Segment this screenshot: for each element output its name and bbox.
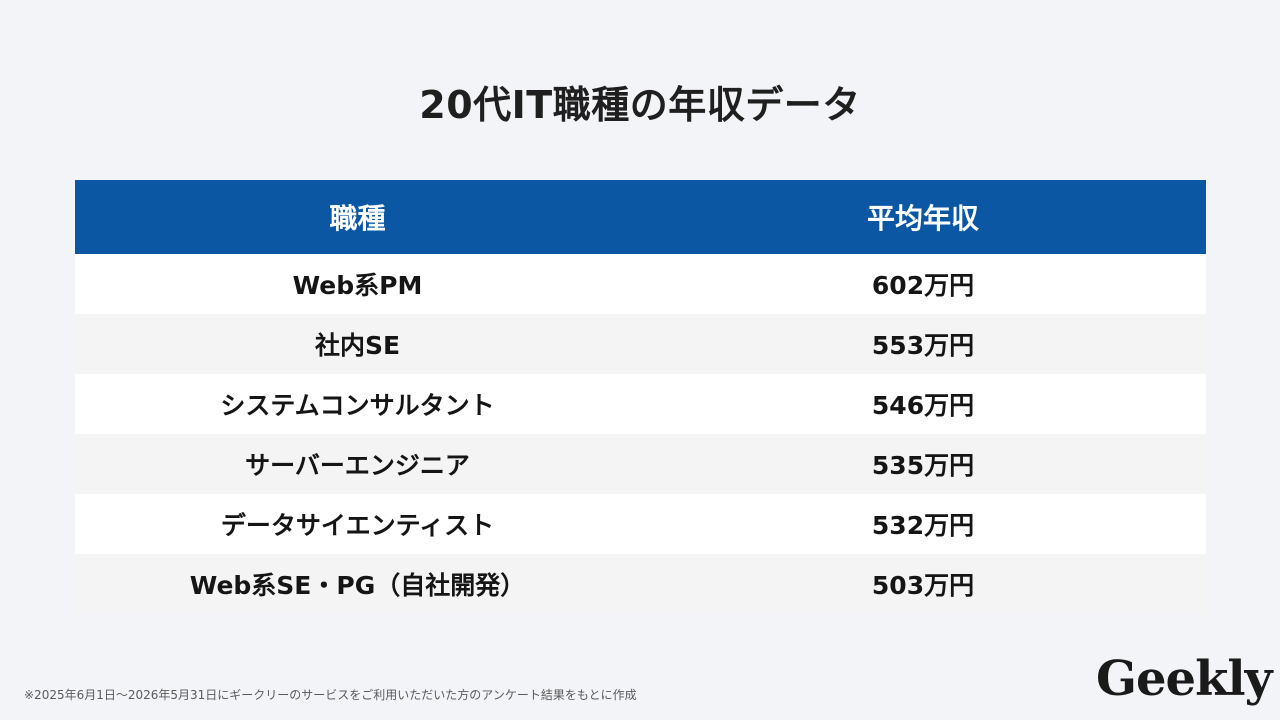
- header-job: 職種: [329, 202, 386, 235]
- job-cell: サーバーエンジニア: [245, 451, 470, 480]
- salary-cell: 532万円: [871, 511, 975, 540]
- table-row: Web系SE・PG（自社開発） 503万円: [75, 554, 1206, 614]
- table-row: システムコンサルタント 546万円: [75, 374, 1206, 434]
- salary-cell: 553万円: [871, 331, 975, 360]
- table-row: Web系PM 602万円: [75, 254, 1206, 314]
- table-header: 職種 平均年収: [75, 180, 1206, 254]
- job-cell: 社内SE: [314, 331, 401, 360]
- footnote: ※2025年6月1日〜2026年5月31日にギークリーのサービスをご利用いただい…: [24, 688, 637, 702]
- table-row: データサイエンティスト 532万円: [75, 494, 1206, 554]
- job-cell: Web系SE・PG（自社開発）: [189, 571, 526, 600]
- salary-cell: 535万円: [871, 451, 975, 480]
- salary-cell: 546万円: [871, 391, 975, 420]
- geekly-logo: Geekly: [1096, 651, 1272, 707]
- job-cell: システムコンサルタント: [220, 391, 495, 420]
- salary-cell: 503万円: [871, 571, 975, 600]
- job-cell: データサイエンティスト: [220, 511, 495, 540]
- page-title: 20代IT職種の年収データ: [419, 83, 861, 127]
- salary-table: 職種 平均年収 Web系PM 602万円 社内SE 553万円 システムコンサル…: [75, 180, 1206, 614]
- salary-cell: 602万円: [871, 271, 975, 300]
- table-row: 社内SE 553万円: [75, 314, 1206, 374]
- job-cell: Web系PM: [292, 271, 423, 300]
- table-row: サーバーエンジニア 535万円: [75, 434, 1206, 494]
- header-salary: 平均年収: [866, 202, 979, 235]
